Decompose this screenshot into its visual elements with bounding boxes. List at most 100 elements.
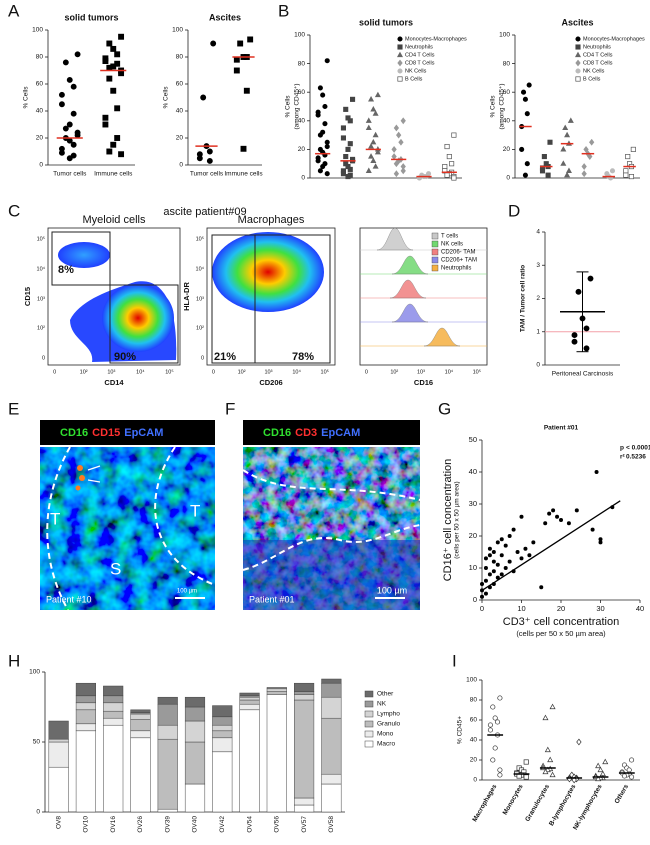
data-point (451, 132, 457, 138)
data-point (565, 167, 572, 173)
x-tick-label: Macrophages (471, 783, 498, 823)
bar-segment (103, 717, 124, 726)
x-tick-label: 10⁴ (136, 368, 145, 375)
data-point (368, 95, 375, 102)
y-tick-label: 60 (470, 717, 478, 724)
x-tick-label: 20 (557, 604, 565, 613)
y-axis-label: % Cells (163, 86, 170, 109)
legend-marker (575, 36, 581, 42)
y-tick-label: 40 (176, 108, 184, 115)
data-point (480, 594, 484, 599)
bar-segment (75, 709, 96, 725)
data-point (587, 153, 593, 160)
data-point (519, 146, 525, 152)
y-axis-label: CD16⁺ cell concentration (442, 459, 454, 582)
bar-segment (321, 682, 342, 698)
data-point (58, 91, 65, 98)
x-tick-label: 0 (365, 369, 368, 375)
data-point (345, 146, 351, 152)
data-point (497, 695, 503, 701)
bar-segment (266, 691, 287, 695)
legend-label: NK cells (441, 242, 463, 248)
stain-label: CD3 (295, 427, 317, 439)
y-axis-label: % CD45+ (457, 716, 464, 744)
bar-segment (184, 706, 206, 722)
y-tick-label: 10² (37, 325, 45, 331)
data-point (589, 138, 595, 146)
bar-segment (212, 724, 233, 732)
bar-segment (239, 709, 260, 813)
data-point (562, 124, 569, 131)
data-point (66, 76, 73, 83)
bar-segment (75, 695, 96, 704)
data-point (446, 154, 452, 160)
y-tick-label: 100 (466, 677, 477, 684)
data-point (243, 87, 250, 94)
data-point (571, 338, 578, 345)
bar-segment (130, 719, 151, 732)
data-point (527, 553, 532, 558)
data-point (531, 540, 536, 545)
data-point (549, 703, 556, 710)
legend-label: B Cells (405, 76, 423, 82)
data-point (372, 110, 379, 116)
x-tick-label: 10⁵ (165, 368, 173, 375)
histogram (423, 327, 461, 347)
histogram (391, 255, 429, 275)
data-point (581, 163, 587, 170)
data-point (581, 170, 587, 178)
y-tick-label: 80 (298, 60, 306, 67)
bar-segment (239, 696, 260, 701)
y-tick-label: 60 (298, 89, 306, 96)
x-tick-label: OV10 (83, 816, 90, 833)
data-point (487, 722, 493, 728)
x-tick-label: 10⁵ (473, 368, 481, 375)
panel-label: G (438, 399, 451, 418)
y-tick-label: 40 (36, 108, 44, 115)
data-point (487, 572, 492, 577)
data-point (350, 96, 356, 102)
legend-label: B Cells (583, 76, 601, 82)
data-point (483, 591, 488, 596)
data-point (526, 82, 532, 88)
legend-swatch (431, 240, 439, 248)
y-tick-label: 0 (506, 175, 510, 182)
legend-label: CD8 T Cells (583, 60, 613, 66)
bar-segment (103, 710, 124, 719)
y-tick-label: 10² (196, 325, 204, 331)
legend-label: Monocytes-Macrophages (583, 36, 645, 42)
x-tick-label: OV42 (219, 816, 226, 833)
y-axis-label: TAM / Tumor cell ratio (520, 265, 527, 332)
data-point (547, 139, 553, 145)
gate (254, 234, 331, 364)
y-tick-label: 10⁵ (196, 235, 204, 242)
data-point (483, 578, 488, 583)
x-tick-label: 0 (212, 369, 215, 375)
y-tick-label: 80 (470, 697, 478, 704)
data-point (507, 559, 512, 564)
legend-marker (397, 68, 403, 74)
y-tick-label: 20 (36, 135, 44, 142)
bar-segment (239, 692, 260, 697)
data-point (576, 738, 582, 746)
bar-segment (212, 737, 233, 753)
data-point (320, 164, 326, 170)
data-point (499, 572, 504, 577)
data-point (571, 332, 578, 339)
scale-label: 100 µm (377, 585, 407, 595)
legend-swatch (364, 740, 374, 748)
y-tick-label: 0 (301, 175, 305, 182)
x-axis-label: CD3⁺ cell concentration (503, 616, 619, 628)
x-tick-label: Monocytes (502, 783, 525, 816)
legend-marker (575, 59, 581, 67)
x-tick-label: OV56 (274, 816, 281, 833)
data-point (523, 759, 529, 765)
bar-segment (239, 699, 260, 705)
data-point (102, 121, 109, 128)
stat-value: 0.5236 (626, 454, 646, 461)
legend-swatch (431, 248, 439, 256)
y-axis-label: CD15 (23, 287, 32, 306)
legend-marker (397, 36, 403, 42)
data-point (490, 757, 496, 763)
y-tick-label: 100 (172, 27, 183, 34)
